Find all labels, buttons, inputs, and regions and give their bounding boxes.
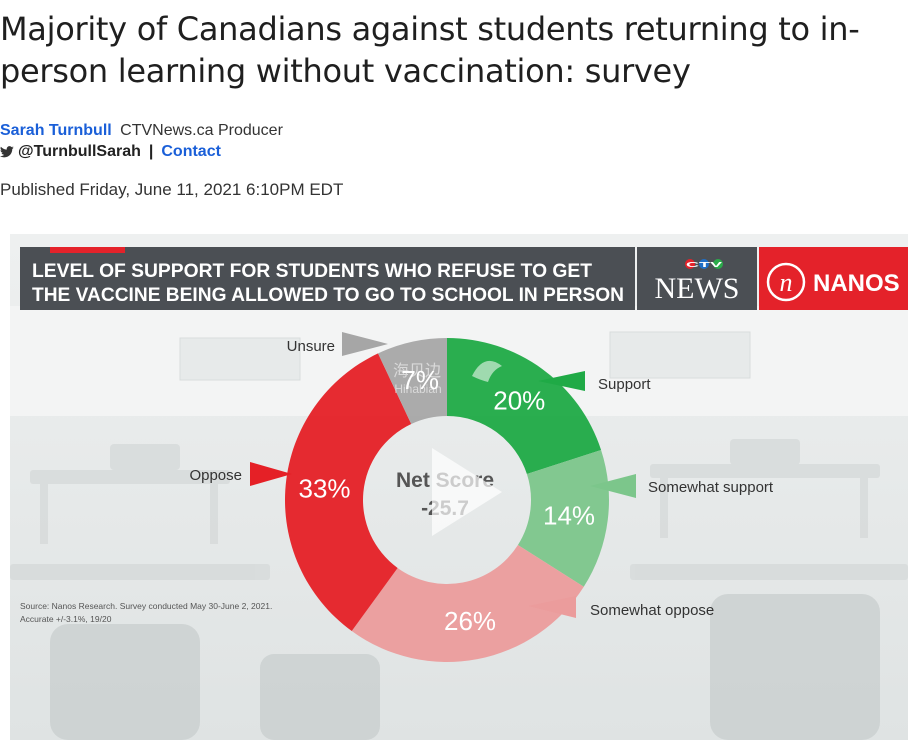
play-button[interactable] bbox=[432, 448, 502, 536]
social-links: @TurnbullSarah | Contact bbox=[0, 142, 221, 162]
value-label-somewhat-oppose: 26% bbox=[444, 606, 496, 636]
value-label-unsure: 7% bbox=[401, 365, 439, 395]
category-label-oppose: Oppose bbox=[189, 467, 242, 484]
ctv-news-logo: CTV NEWS bbox=[637, 247, 757, 310]
ctv-letters: CTV bbox=[686, 262, 723, 269]
nanos-logo: n NANOS bbox=[759, 247, 908, 310]
nanos-wordmark: NANOS bbox=[813, 270, 900, 297]
nanos-mark: n bbox=[780, 268, 793, 297]
callout-arrow-unsure bbox=[342, 332, 388, 356]
twitter-handle[interactable]: @TurnbullSarah bbox=[18, 143, 141, 160]
value-label-somewhat-support: 14% bbox=[543, 500, 595, 530]
source-line-1: Source: Nanos Research. Survey conducted… bbox=[20, 601, 272, 611]
banner-line-2: THE VACCINE BEING ALLOWED TO GO TO SCHOO… bbox=[32, 285, 624, 306]
published-date: Published Friday, June 11, 2021 6:10PM E… bbox=[0, 180, 344, 199]
callout-arrow-oppose bbox=[250, 462, 292, 486]
value-label-support: 20% bbox=[493, 385, 545, 415]
category-label-unsure: Unsure bbox=[287, 338, 335, 355]
banner: LEVEL OF SUPPORT FOR STUDENTS WHO REFUSE… bbox=[20, 247, 635, 310]
watermark: 海贝边 Hinabian bbox=[393, 360, 502, 396]
chart-callouts: Support Somewhat support Somewhat oppose Op… bbox=[189, 332, 774, 619]
callout-arrow-support bbox=[538, 371, 585, 391]
twitter-icon[interactable] bbox=[0, 146, 14, 158]
author-role: CTVNews.ca Producer bbox=[120, 122, 283, 139]
watermark-cn: 海贝边 bbox=[393, 362, 441, 380]
slice-oppose bbox=[284, 353, 412, 632]
slice-somewhat-support bbox=[517, 449, 610, 587]
watermark-en: Hinabian bbox=[394, 382, 441, 396]
bird-icon bbox=[472, 360, 502, 382]
author-link[interactable]: Sarah Turnbull bbox=[0, 122, 112, 139]
callout-arrow-somewhat-oppose bbox=[528, 596, 576, 618]
callout-arrow-somewhat-support bbox=[590, 474, 636, 498]
slice-unsure bbox=[378, 338, 447, 424]
category-label-support: Support bbox=[598, 376, 651, 393]
category-label-somewhat-oppose: Somewhat oppose bbox=[590, 602, 714, 619]
banner-line-1: LEVEL OF SUPPORT FOR STUDENTS WHO REFUSE… bbox=[32, 261, 592, 282]
news-logo-text: NEWS bbox=[655, 272, 740, 305]
classroom-background bbox=[10, 234, 908, 740]
byline: Sarah Turnbull CTVNews.ca Producer bbox=[0, 121, 283, 141]
value-label-oppose: 33% bbox=[299, 473, 351, 503]
infographic[interactable]: LEVEL OF SUPPORT FOR STUDENTS WHO REFUSE… bbox=[10, 234, 908, 740]
slice-somewhat-oppose bbox=[351, 545, 584, 663]
source-line-2: Accurate +/-3.1%, 19/20 bbox=[20, 614, 112, 624]
contact-link[interactable]: Contact bbox=[161, 143, 221, 160]
category-label-somewhat-support: Somewhat support bbox=[648, 479, 774, 496]
separator: | bbox=[148, 143, 154, 160]
article-headline: Majority of Canadians against students r… bbox=[0, 10, 860, 90]
